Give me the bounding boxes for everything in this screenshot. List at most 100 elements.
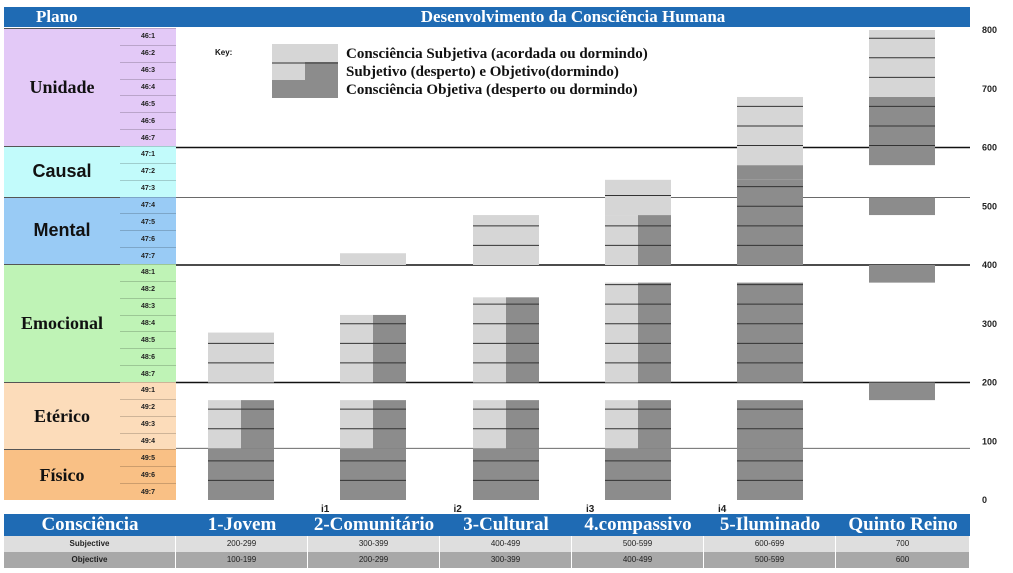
sub-level: 47:6: [120, 230, 176, 248]
objective-physical-bar: [208, 448, 274, 500]
range-cell: 300-399: [308, 536, 440, 552]
legend-item-label: Consciência Objetiva (desperto ou dormin…: [346, 82, 638, 98]
subjective-bar: [737, 96, 803, 166]
sub-level: 49:3: [120, 415, 176, 433]
etheric-dark-bar: [241, 400, 274, 449]
sub-level: 49:6: [120, 466, 176, 484]
sub-level: 47:2: [120, 162, 176, 180]
etheric-light-bar: [340, 400, 373, 449]
y-tick-label: 100: [982, 436, 997, 446]
sub-level: 48:1: [120, 264, 176, 281]
category-label: Quinto Reino: [836, 514, 970, 536]
sub-level: 49:1: [120, 382, 176, 399]
y-tick-label: 200: [982, 378, 997, 388]
sub-level: 49:4: [120, 432, 176, 450]
category-label: 3-Cultural: [440, 514, 572, 536]
mixed-light-bar: [605, 215, 638, 265]
category-label: 5-Iluminado: [704, 514, 836, 536]
sub-level: 49:5: [120, 449, 176, 467]
y-tick-label: 800: [982, 25, 997, 35]
range-cell: 500-599: [572, 536, 704, 552]
plano-header: Plano: [4, 7, 176, 27]
plane-label-0: Unidade: [4, 28, 120, 146]
range-cell: 400-499: [572, 552, 704, 568]
etheric-light-bar: [208, 400, 241, 449]
y-tick-label: 400: [982, 260, 997, 270]
objective-row: Objective 100-199 200-299 300-399 400-499 500…: [4, 552, 970, 568]
sub-level: 47:7: [120, 247, 176, 264]
sub-level: 48:5: [120, 331, 176, 349]
subjective-bar: [473, 215, 539, 265]
x-marker-label: i3: [586, 504, 595, 515]
objective-bar: [869, 96, 935, 166]
subjective-bar: [208, 332, 274, 383]
plane-label-2: Mental: [4, 196, 120, 264]
y-tick-label: 700: [982, 84, 997, 94]
etheric-dark-bar: [506, 400, 539, 449]
sub-level: 46:1: [120, 28, 176, 45]
sub-level: 46:4: [120, 78, 176, 96]
objective-bar: [869, 265, 935, 283]
sub-level: 48:4: [120, 314, 176, 332]
subjective-bar: [869, 30, 935, 97]
etheric-dark-bar: [737, 400, 803, 449]
sub-level: 48:3: [120, 297, 176, 315]
sub-level: 46:3: [120, 61, 176, 79]
etheric-dark-bar: [638, 400, 671, 449]
range-cell: 200-299: [176, 536, 308, 552]
etheric-dark-bar: [373, 400, 406, 449]
range-cell: 600: [836, 552, 970, 568]
legend-swatch-mixed-dark: [305, 62, 338, 80]
sub-level: 46:7: [120, 129, 176, 146]
x-marker-label: i2: [454, 504, 463, 515]
y-tick-label: 0: [982, 495, 987, 505]
y-tick-label: 500: [982, 201, 997, 211]
plane-label-3: Emocional: [4, 264, 120, 382]
row-label: Subjective: [4, 536, 176, 552]
legend-item-label: Subjetivo (desperto) e Objetivo(dormindo…: [346, 64, 619, 80]
sub-level: 49:7: [120, 483, 176, 500]
range-cell: 700: [836, 536, 970, 552]
sub-level: 46:2: [120, 44, 176, 62]
range-cell: 600-699: [704, 536, 836, 552]
y-tick-label: 600: [982, 143, 997, 153]
mixed-light-bar: [605, 282, 638, 383]
sub-level: 47:5: [120, 213, 176, 231]
objective-physical-bar: [737, 448, 803, 500]
range-cell: 200-299: [308, 552, 440, 568]
sub-level: 46:5: [120, 95, 176, 113]
range-cell: 300-399: [440, 552, 572, 568]
range-cell: 100-199: [176, 552, 308, 568]
etheric-light-bar: [473, 400, 506, 449]
mixed-dark-bar: [506, 297, 539, 383]
chart-title: Desenvolvimento da Consciência Humana: [176, 7, 970, 27]
subjective-bar: [605, 179, 671, 216]
mixed-light-bar: [340, 314, 373, 383]
sub-level: 47:4: [120, 196, 176, 214]
legend-swatch-objective: [272, 80, 338, 98]
plane-label-5: Físico: [4, 449, 120, 500]
legend-swatch-subjective: [272, 44, 338, 62]
consciousness-label: Consciência: [4, 514, 176, 536]
objective-bar: [737, 165, 803, 180]
sub-level: 48:6: [120, 348, 176, 366]
category-label: 2-Comunitário: [308, 514, 440, 536]
subjective-bar: [340, 253, 406, 265]
plane-label-4: Etérico: [4, 382, 120, 450]
category-label: 4.compassivo: [572, 514, 704, 536]
objective-bar: [737, 282, 803, 383]
etheric-light-bar: [605, 400, 638, 449]
sub-level: 49:2: [120, 398, 176, 416]
objective-bar: [869, 382, 935, 401]
objective-physical-bar: [473, 448, 539, 500]
plane-label-1: Causal: [4, 146, 120, 197]
sub-level: 48:7: [120, 365, 176, 382]
mixed-light-bar: [473, 297, 506, 383]
x-marker-label: i1: [321, 504, 330, 515]
objective-bar: [869, 197, 935, 216]
sub-level: 47:3: [120, 179, 176, 197]
legend-swatch-mixed-light: [272, 62, 305, 80]
subjective-row: Subjective 200-299 300-399 400-499 500-599 60…: [4, 536, 970, 552]
sub-level: 46:6: [120, 112, 176, 130]
